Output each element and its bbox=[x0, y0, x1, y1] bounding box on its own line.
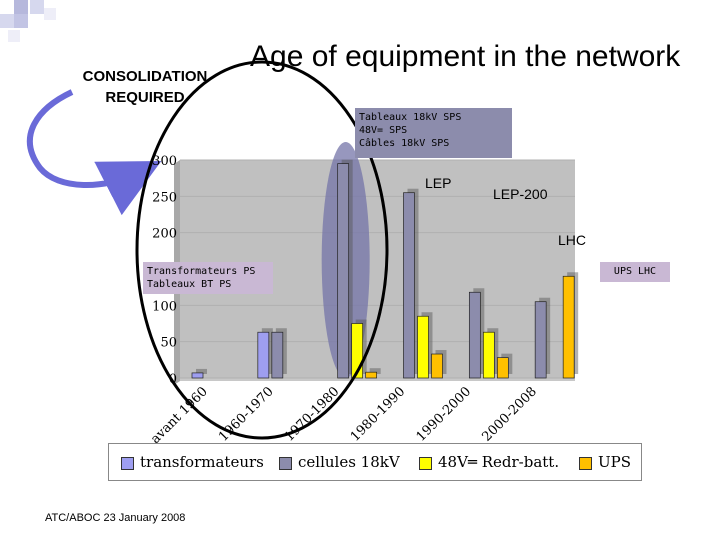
y-tick-label: 300 bbox=[152, 154, 177, 169]
note-line: Tableaux BT PS bbox=[147, 279, 232, 290]
bar bbox=[271, 331, 284, 379]
consolidation-label: CONSOLIDATION REQUIRED bbox=[82, 68, 208, 106]
chart-legend: transformateurs cellules 18kV 48V═ Redr-… bbox=[108, 443, 642, 481]
y-tick-label: 100 bbox=[152, 299, 177, 314]
curved-arrow bbox=[26, 89, 162, 216]
decorative-square bbox=[30, 0, 44, 14]
legend-swatch bbox=[279, 456, 292, 470]
bar bbox=[403, 192, 415, 379]
y-tick-label: 250 bbox=[152, 190, 177, 205]
decorative-square bbox=[14, 14, 28, 28]
decorative-square bbox=[0, 14, 14, 28]
note-line: Tableaux 18kV SPS bbox=[359, 112, 462, 123]
label-lep: LEP bbox=[425, 175, 452, 191]
x-tick-label: 1970-1980 bbox=[282, 384, 343, 445]
legend-label: transformateurs bbox=[140, 453, 264, 471]
bar bbox=[417, 315, 429, 379]
legend-item-cellules: cellules 18kV bbox=[279, 453, 400, 471]
y-tick-label: 200 bbox=[152, 227, 177, 242]
bar-shadow bbox=[369, 368, 381, 374]
slide-title: Age of equipment in the network bbox=[250, 40, 681, 73]
bar bbox=[257, 331, 270, 379]
x-tick-label: 1980-1990 bbox=[348, 384, 409, 445]
x-tick-label: 1990-2000 bbox=[414, 384, 475, 445]
decorative-square bbox=[8, 30, 20, 42]
bar bbox=[191, 372, 204, 379]
bar bbox=[365, 371, 378, 379]
x-tick-label: 2000-2008 bbox=[479, 384, 540, 445]
bar bbox=[351, 323, 364, 379]
decorative-square bbox=[14, 0, 28, 14]
y-tick-label: 50 bbox=[160, 336, 177, 351]
bar bbox=[496, 357, 509, 379]
label-lhc: LHC bbox=[558, 232, 587, 248]
note-line: Câbles 18kV SPS bbox=[359, 138, 450, 149]
legend-swatch bbox=[419, 456, 432, 470]
bar bbox=[468, 291, 481, 379]
bar bbox=[562, 275, 575, 379]
note-ps-equipment: Transformateurs PS Tableaux BT PS bbox=[143, 262, 273, 294]
legend-label: cellules 18kV bbox=[298, 453, 400, 471]
legend-label: UPS bbox=[598, 453, 632, 471]
legend-item-ups: UPS bbox=[579, 453, 631, 471]
note-ups-lhc: UPS LHC bbox=[600, 262, 670, 282]
bar bbox=[337, 163, 350, 379]
footer-text: ATC/ABOC 23 January 2008 bbox=[45, 512, 186, 524]
note-line: 48V= SPS bbox=[359, 125, 408, 136]
legend-label: 48V═ Redr-batt. bbox=[438, 453, 560, 471]
legend-item-transformateurs: transformateurs bbox=[121, 453, 264, 471]
legend-swatch bbox=[579, 456, 592, 470]
bar bbox=[431, 353, 443, 379]
note-line: Transformateurs PS bbox=[147, 266, 256, 277]
bar-shadow bbox=[196, 368, 207, 374]
highlight-ellipse bbox=[135, 60, 389, 440]
note-sps-equipment: Tableaux 18kV SPS 48V= SPS Câbles 18kV S… bbox=[355, 108, 512, 158]
bar bbox=[534, 301, 547, 379]
label-lep200: LEP-200 bbox=[493, 186, 548, 202]
bar bbox=[482, 331, 495, 379]
legend-swatch bbox=[121, 456, 134, 470]
legend-item-48v: 48V═ Redr-batt. bbox=[419, 453, 559, 471]
decorative-square bbox=[44, 8, 56, 20]
